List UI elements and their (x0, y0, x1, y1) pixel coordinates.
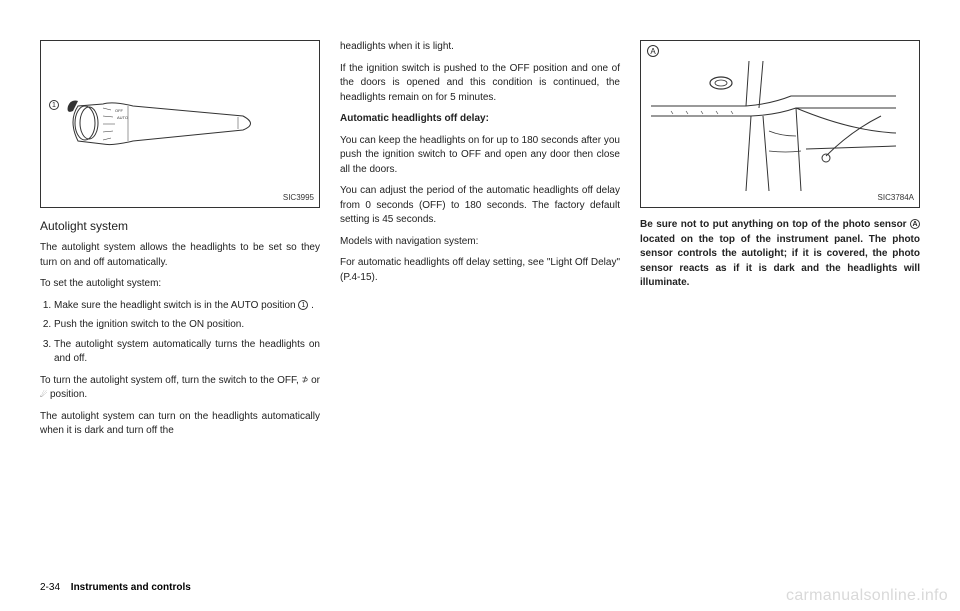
step-1: Make sure the headlight switch is in the… (54, 299, 320, 314)
para-light-cont: headlights when it is light. (340, 40, 620, 55)
para-warning-b: located on the top of the instrument pan… (640, 234, 920, 289)
para-toset: To set the autolight system: (40, 277, 320, 292)
step-2: Push the ignition switch to the ON posit… (54, 318, 320, 333)
column-2: headlights when it is light. If the igni… (340, 40, 620, 530)
step-1-b: . (308, 300, 314, 311)
para-turnoff-a: To turn the autolight system off, turn t… (40, 375, 302, 386)
para-auto-on: The autolight system can turn on the hea… (40, 410, 320, 439)
figure-sensor: A SIC3784A (640, 40, 920, 208)
page-content: OFF AUTO 1 SIC3995 Autolight system The … (0, 0, 960, 560)
column-1: OFF AUTO 1 SIC3995 Autolight system The … (40, 40, 320, 530)
svg-text:OFF: OFF (115, 108, 124, 113)
svg-text:AUTO: AUTO (117, 115, 128, 120)
page-number: 2-34 (40, 582, 60, 593)
figure-2-label: SIC3784A (878, 192, 914, 204)
page-footer: 2-34 Instruments and controls (40, 582, 191, 593)
figure-1-label: SIC3995 (283, 192, 314, 204)
para-warning-a: Be sure not to put anything on top of th… (640, 219, 910, 230)
para-keep-on: You can keep the headlights on for up to… (340, 134, 620, 178)
para-adjust: You can adjust the period of the automat… (340, 184, 620, 228)
step-3: The autolight system automatically turns… (54, 338, 320, 367)
steps-list: Make sure the headlight switch is in the… (54, 299, 320, 367)
callout-a-icon: A (647, 45, 659, 60)
callout-a-inline-icon: A (910, 219, 920, 229)
section-title: Instruments and controls (71, 582, 191, 593)
para-turnoff-b: or (308, 375, 320, 386)
column-3: A SIC3784A Be sure not to put anything o… (640, 40, 920, 530)
watermark: carmanualsonline.info (786, 587, 948, 605)
car-illustration (651, 61, 896, 191)
heading-off-delay: Automatic headlights off delay: (340, 112, 620, 127)
para-turnoff: To turn the autolight system off, turn t… (40, 374, 320, 403)
autolight-heading: Autolight system (40, 218, 320, 235)
step-1-a: Make sure the headlight switch is in the… (54, 300, 298, 311)
para-ignition-off: If the ignition switch is pushed to the … (340, 62, 620, 106)
callout-1-inline-icon: 1 (298, 300, 308, 310)
para-nav: Models with navigation system: (340, 235, 620, 250)
figure-stalk: OFF AUTO 1 SIC3995 (40, 40, 320, 208)
stalk-illustration: OFF AUTO (63, 96, 263, 151)
para-turnoff-c: position. (47, 389, 87, 400)
para-intro: The autolight system allows the headligh… (40, 241, 320, 270)
callout-1-icon: 1 (49, 99, 59, 114)
para-warning: Be sure not to put anything on top of th… (640, 218, 920, 291)
para-see-ref: For automatic headlights off delay setti… (340, 256, 620, 285)
